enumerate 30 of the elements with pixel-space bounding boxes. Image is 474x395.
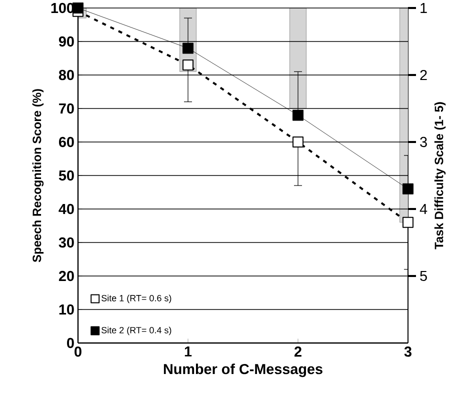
x-tick-label: 3 (404, 346, 412, 357)
y2-tick-label: 4 (420, 204, 428, 214)
y-tick-label: 10 (59, 304, 74, 315)
y-tick-label: 50 (58, 170, 74, 181)
y2-tick-label: 5 (420, 270, 427, 282)
y-tick-label: 0 (67, 338, 74, 348)
y-tick-label: 60 (58, 136, 74, 148)
y2-tick-label: 1 (420, 3, 427, 13)
y-axis-title: Speech Recognition Score (%) (32, 89, 44, 262)
y2-tick-label: 2 (420, 70, 427, 80)
x-tick-label: 1 (184, 346, 192, 356)
point (182, 42, 194, 54)
x-tick-label: 2 (294, 346, 302, 357)
y2-axis-title: Task Difficulty Scale (1- 5) (434, 102, 446, 250)
y-tick-label: 30 (58, 237, 74, 248)
legend-label: Site 2 (RT= 0.4 s) (102, 326, 172, 336)
y-tick-label: 40 (58, 204, 74, 214)
x-axis-title: Number of C-Messages (164, 364, 322, 378)
y-tick-label: 70 (59, 103, 74, 114)
y-tick-label: 20 (58, 270, 74, 282)
legend-label: Site 1 (RT= 0.6 s) (102, 294, 172, 304)
point (182, 59, 194, 70)
y-tick-label: 80 (58, 70, 74, 80)
y2-tick-label: 3 (420, 136, 427, 148)
point (72, 2, 84, 14)
point (402, 183, 414, 194)
x-tick-label: 0 (74, 346, 82, 357)
y-tick-label: 90 (58, 36, 74, 47)
point (292, 110, 304, 121)
point (402, 216, 414, 228)
